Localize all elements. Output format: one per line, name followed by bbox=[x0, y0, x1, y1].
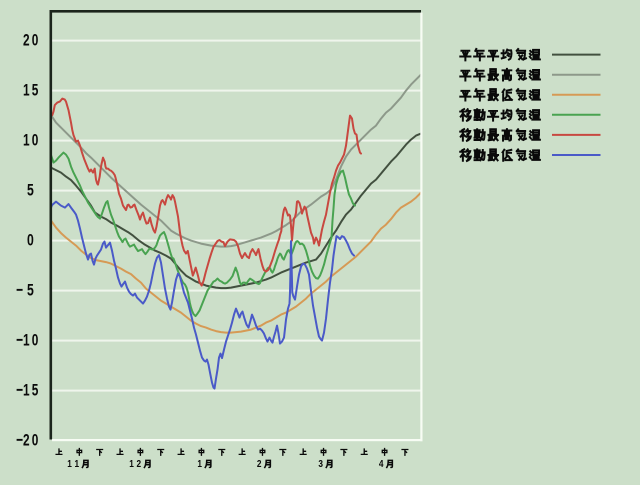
svg-text:1: 1 bbox=[23, 381, 30, 399]
svg-text:0: 0 bbox=[32, 331, 39, 349]
svg-text:2: 2 bbox=[23, 431, 30, 449]
svg-text:0: 0 bbox=[27, 231, 34, 249]
svg-text:2: 2 bbox=[23, 31, 30, 49]
svg-text:5: 5 bbox=[27, 181, 34, 199]
svg-text:2: 2 bbox=[257, 458, 262, 470]
svg-text:5: 5 bbox=[32, 381, 39, 399]
svg-text:1: 1 bbox=[23, 331, 30, 349]
svg-text:4: 4 bbox=[379, 458, 384, 470]
svg-text:5: 5 bbox=[32, 81, 39, 99]
svg-text:2: 2 bbox=[137, 458, 142, 470]
svg-text:1: 1 bbox=[23, 131, 30, 149]
svg-text:0: 0 bbox=[32, 431, 39, 449]
svg-text:3: 3 bbox=[318, 458, 323, 470]
svg-text:0: 0 bbox=[32, 31, 39, 49]
svg-text:1: 1 bbox=[75, 458, 80, 470]
svg-text:1: 1 bbox=[67, 458, 72, 470]
svg-text:0: 0 bbox=[32, 131, 39, 149]
svg-text:1: 1 bbox=[197, 458, 202, 470]
svg-text:5: 5 bbox=[27, 281, 34, 299]
svg-text:1: 1 bbox=[129, 458, 134, 470]
svg-text:1: 1 bbox=[23, 81, 30, 99]
